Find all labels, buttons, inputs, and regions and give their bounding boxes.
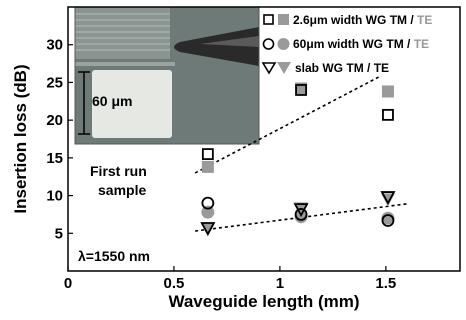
- legend-te-triangle: TE: [374, 61, 389, 75]
- x-tick-label: 0: [64, 275, 72, 292]
- legend-label-square: 2.6μm width WG: [293, 13, 386, 27]
- point-open-square-3: [383, 110, 393, 120]
- y-tick-label: 10: [46, 188, 63, 205]
- wavelength-label: λ=1550 nm: [78, 248, 150, 264]
- y-tick-label: 5: [55, 225, 63, 242]
- legend-marker-open-circle: [264, 39, 274, 49]
- x-tick-label: 1.5: [375, 275, 396, 292]
- point-filled-square-3: [382, 85, 394, 97]
- svg-text:2.6μm width WG TM / TE: 2.6μm width WG TM / TE: [293, 13, 432, 27]
- x-tick-label: 1: [276, 275, 284, 292]
- legend-sep-triangle: /: [364, 61, 374, 75]
- point-open-square-1: [203, 149, 213, 159]
- legend: 2.6μm width WG TM / TE 60μm width WG TM …: [262, 8, 459, 76]
- y-axis-title: Insertion loss (dB): [11, 64, 30, 213]
- point-filled-circle-1: [201, 206, 214, 219]
- y-tick-label: 15: [46, 150, 63, 167]
- svg-text:slab WG TM / TE: slab WG TM / TE: [295, 61, 389, 75]
- legend-te-square: TE: [417, 13, 432, 27]
- legend-sep-circle: /: [404, 37, 414, 51]
- x-tick-label: 0.5: [164, 275, 185, 292]
- legend-te-circle: TE: [414, 37, 429, 51]
- legend-tm-triangle: TM: [346, 61, 363, 75]
- inset-scale-label: 60 μm: [92, 93, 132, 109]
- legend-marker-filled-square: [278, 14, 289, 25]
- y-tick-label: 25: [46, 74, 63, 91]
- svg-text:60μm width WG TM / TE: 60μm width WG TM / TE: [293, 37, 429, 51]
- legend-sep-square: /: [407, 13, 417, 27]
- first-run-label-line2: sample: [98, 182, 146, 198]
- first-run-label-line1: First run: [90, 163, 147, 179]
- legend-marker-open-square: [264, 15, 273, 24]
- legend-label-circle: 60μm width WG: [293, 37, 383, 51]
- point-filled-square-1: [202, 161, 214, 173]
- inset-micrograph: 60 μm: [75, 7, 259, 144]
- legend-marker-filled-circle: [278, 38, 290, 50]
- y-tick-label: 20: [46, 112, 63, 129]
- legend-tm-circle: TM: [386, 37, 403, 51]
- legend-label-triangle: slab WG: [295, 61, 343, 75]
- legend-tm-square: TM: [390, 13, 407, 27]
- y-tick-label: 30: [46, 37, 63, 54]
- x-axis-title: Waveguide length (mm): [168, 292, 359, 311]
